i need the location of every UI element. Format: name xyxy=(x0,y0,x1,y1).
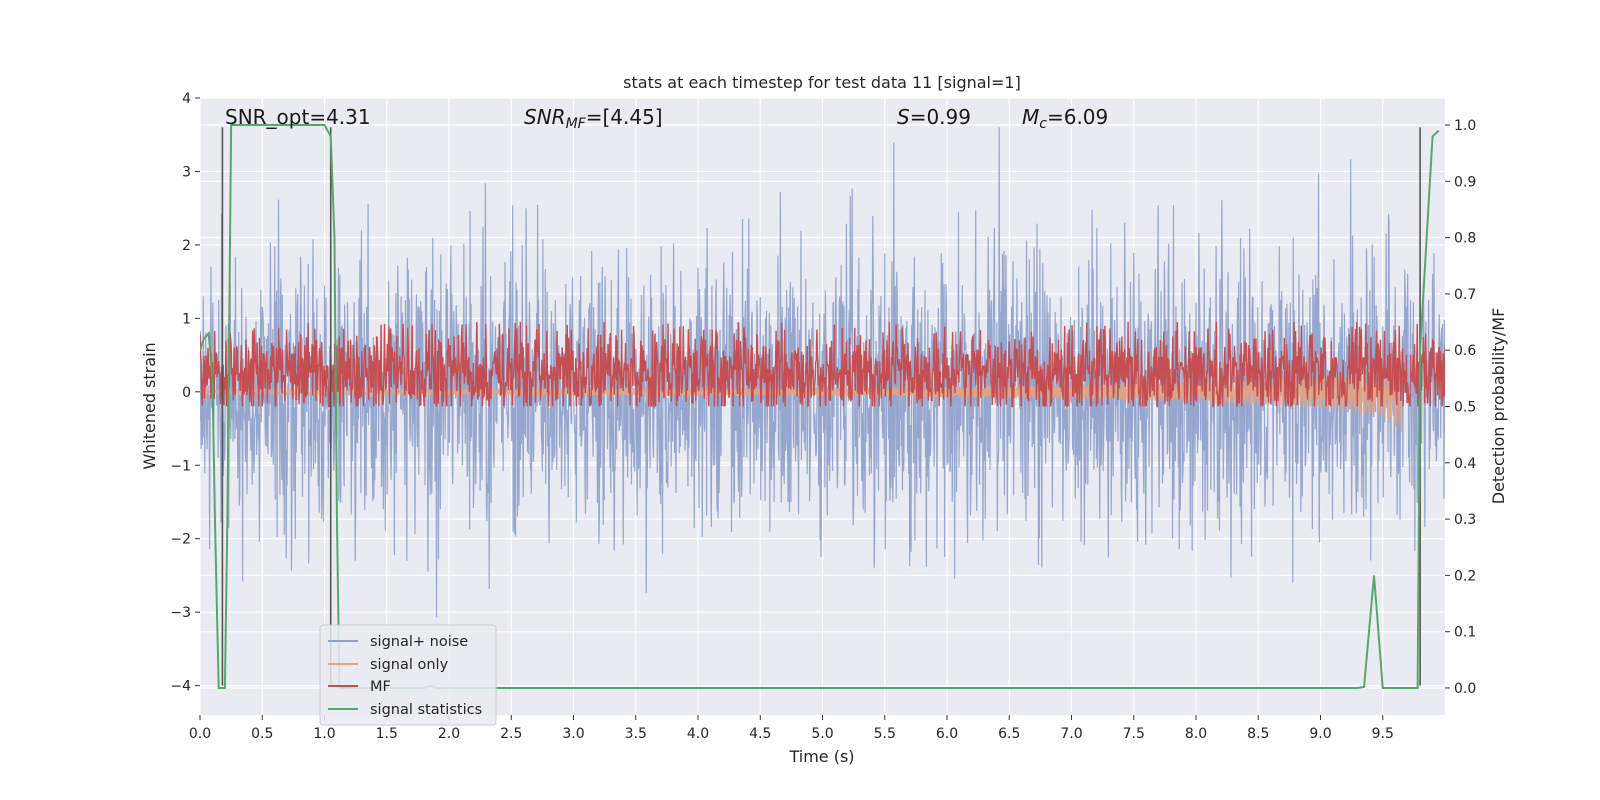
y-tick-label-left: 3 xyxy=(182,164,191,180)
x-tick-label: 0.5 xyxy=(251,726,273,742)
y-tick-label-left: 2 xyxy=(182,238,191,254)
x-tick-label: 5.0 xyxy=(811,726,833,742)
y-tick-label-left: 1 xyxy=(182,311,191,327)
x-tick-label: 2.5 xyxy=(500,726,522,742)
y-tick-label-right: 0.6 xyxy=(1454,343,1476,359)
y-tick-label-right: 0.5 xyxy=(1454,400,1476,416)
annotation-mc: Mc=6.09 xyxy=(1022,105,1108,132)
x-tick-label: 8.0 xyxy=(1185,726,1207,742)
x-axis-label: Time (s) xyxy=(788,747,854,766)
x-tick-label: 8.5 xyxy=(1247,726,1269,742)
y-tick-label-left: −4 xyxy=(170,679,191,695)
y-axis-label-left: Whitened strain xyxy=(140,342,159,469)
axes: 0.0 0.5 1.0 1.5 2.0 2.5 3.0 3.5 4.0 4.5 5.0 5.5 6.0 6… xyxy=(170,91,1476,742)
y-tick-label-right: 0.0 xyxy=(1454,681,1476,697)
y-tick-label-right: 0.2 xyxy=(1454,568,1476,584)
x-tick-label: 6.0 xyxy=(936,726,958,742)
y-tick-label-right: 0.7 xyxy=(1454,287,1476,303)
y-tick-label-right: 0.4 xyxy=(1454,456,1476,472)
legend-label-signal-statistics: signal statistics xyxy=(370,702,482,718)
x-tick-label: 6.5 xyxy=(998,726,1020,742)
y-tick-label-right: 1.0 xyxy=(1454,118,1476,134)
y-tick-label-left: −3 xyxy=(170,605,191,621)
y-tick-label-left: −2 xyxy=(170,532,191,548)
series-mf-line xyxy=(200,322,1445,408)
series-signal-statistics-line xyxy=(200,124,1440,689)
legend-label-mf: MF xyxy=(370,679,391,695)
x-tick-label: 7.0 xyxy=(1060,726,1082,742)
y-axis-label-right: Detection probability/MF xyxy=(1489,308,1508,505)
x-tick-label: 4.0 xyxy=(687,726,709,742)
y-tick-label-left: 0 xyxy=(182,385,191,401)
y-tick-label-right: 0.3 xyxy=(1454,512,1476,528)
x-tick-label: 3.0 xyxy=(562,726,584,742)
x-tick-label: 1.0 xyxy=(313,726,335,742)
annotation-s: S=0.99 xyxy=(897,105,971,129)
x-tick-label: 9.5 xyxy=(1372,726,1394,742)
x-tick-label: 3.5 xyxy=(625,726,647,742)
x-tick-label: 1.5 xyxy=(376,726,398,742)
y-tick-label-left: −1 xyxy=(170,458,191,474)
series-signal-noise-line xyxy=(200,127,1445,618)
y-tick-label-left: 4 xyxy=(182,91,191,107)
x-tick-label: 7.5 xyxy=(1123,726,1145,742)
legend-box xyxy=(319,624,497,726)
annotation-snr-opt: SNR_opt=4.31 xyxy=(225,105,371,129)
legend-label-signal-noise: signal+ noise xyxy=(370,634,468,650)
y-tick-label-right: 0.1 xyxy=(1454,625,1476,641)
annotations: SNR_opt=4.31 SNRMF=[4.45] S=0.99 Mc=6.09 xyxy=(225,105,1108,132)
legend-label-signal-only: signal only xyxy=(370,657,449,673)
chart-title: stats at each timestep for test data 11 … xyxy=(623,73,1021,92)
plot-area xyxy=(200,124,1445,689)
x-tick-label: 0.0 xyxy=(189,726,211,742)
x-tick-label: 4.5 xyxy=(749,726,771,742)
x-tick-label: 5.5 xyxy=(874,726,896,742)
y-tick-label-right: 0.8 xyxy=(1454,231,1476,247)
legend: signal+ noise signal only MF signal stat… xyxy=(319,624,497,726)
x-tick-label: 9.0 xyxy=(1309,726,1331,742)
x-tick-label: 2.0 xyxy=(438,726,460,742)
annotation-snr-mf: SNRMF=[4.45] xyxy=(524,105,663,132)
y-tick-label-right: 0.9 xyxy=(1454,174,1476,190)
